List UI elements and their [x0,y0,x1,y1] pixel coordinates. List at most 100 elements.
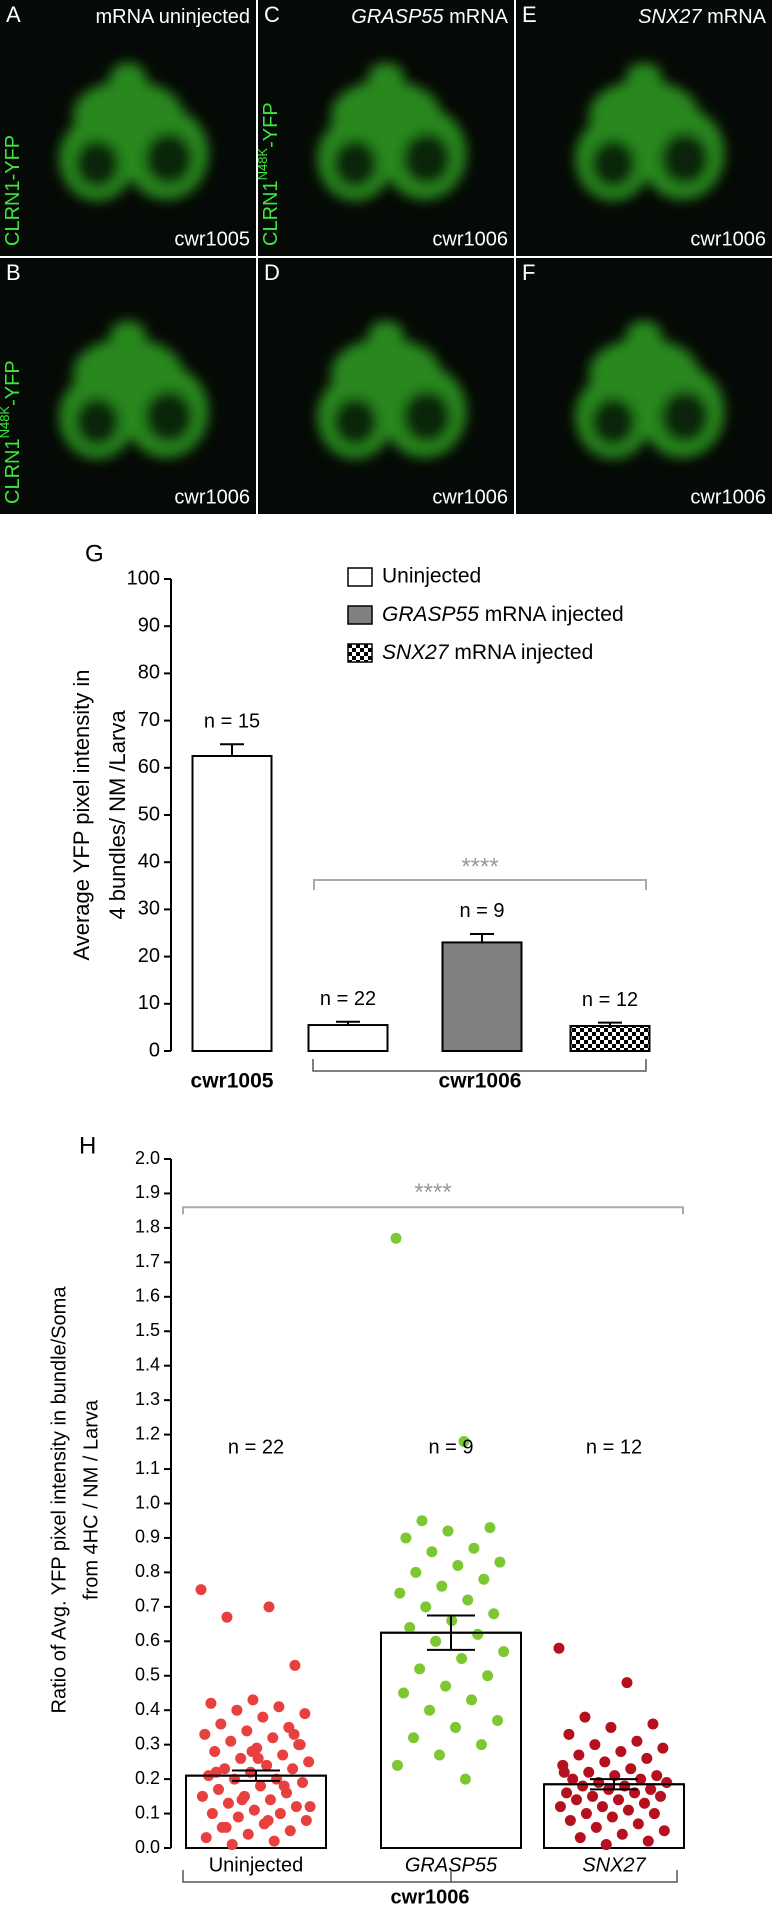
data-point [416,1515,428,1527]
data-point [278,1780,290,1792]
data-point [622,1804,634,1816]
data-point [299,1708,311,1720]
nucleus [75,139,120,188]
y-axis-label: Average YFP pixel intensity in [69,669,94,960]
bar [441,941,523,1052]
cells [575,62,725,201]
y-axis-label: 4 bundles/ NM /Larva [105,710,130,920]
data-point [564,1814,576,1826]
data-point [553,1642,565,1654]
data-point [459,1773,471,1785]
legend-swatch [347,567,373,587]
data-point [642,1835,654,1847]
data-point [247,1694,259,1706]
data-point [391,1759,403,1771]
data-point [645,1783,657,1795]
nucleus [333,139,378,188]
error-bar [220,743,244,756]
data-point [625,1763,637,1775]
data-point [442,1525,454,1537]
data-point [231,1704,243,1716]
cell-glow [589,338,699,409]
data-point [246,1746,258,1758]
data-point [554,1801,566,1813]
significance-bracket [182,1206,684,1215]
y-tick-label: 0 [149,1039,160,1061]
data-point [222,1797,234,1809]
y-tick-label: 1.3 [135,1389,160,1409]
data-point [658,1825,670,1837]
data-point [262,1814,274,1826]
label-part: -YFP [2,360,24,406]
data-point [606,1811,618,1823]
cells [317,62,467,201]
y-axis-label: Ratio of Avg. YFP pixel intensity in bun… [48,1286,70,1714]
y-tick-label: 1.9 [135,1182,160,1202]
panel-title: GRASP55 mRNA [351,6,508,28]
data-point [303,1756,315,1768]
y-tick-label: 90 [138,614,160,636]
label-part: N48K [0,406,12,439]
cells [317,320,467,459]
y-tick-label: 0.7 [135,1596,160,1616]
y-tick-label: 50 [138,803,160,825]
legend-swatch [347,643,373,663]
y-tick-label: 0.3 [135,1733,160,1753]
line-label: cwr1005 [174,228,250,250]
data-point [570,1794,582,1806]
panel-letter: A [6,2,21,27]
nucleus [75,397,120,446]
title-part: mRNA [444,6,509,28]
data-point [615,1746,627,1758]
y-tick-label: 0.5 [135,1665,160,1685]
cell-glow [368,320,404,349]
data-point [456,1653,468,1665]
y-axis-label: from 4HC / NM / Larva [80,1399,102,1600]
data-point [450,1721,462,1733]
label-part: CLRN1-YFP [2,135,24,246]
y-tick-label: 0.8 [135,1561,160,1581]
data-point [199,1728,211,1740]
nucleus [144,132,193,185]
cells [575,320,725,459]
data-point [580,1808,592,1820]
data-point [492,1715,504,1727]
group-bracket [182,1870,678,1883]
y-tick-label: 0.1 [135,1802,160,1822]
n-label: n = 15 [204,710,260,732]
nucleus [591,397,636,446]
y-tick-label: 40 [138,850,160,872]
data-point [468,1542,480,1554]
cell-glow [331,338,441,409]
n-label: n = 9 [459,900,504,922]
cell-glow [589,80,699,151]
n-label: n = 9 [428,1437,473,1459]
bar [307,1024,389,1053]
title-part: SNX27 [638,6,702,28]
data-point [404,1622,416,1634]
data-point [440,1680,452,1692]
data-point [561,1787,573,1799]
data-point [478,1573,490,1585]
y-tick-label: 10 [138,992,160,1014]
data-point [462,1594,474,1606]
significance: **** [414,1179,451,1206]
data-point [221,1611,233,1623]
data-point [577,1780,589,1792]
data-point [274,1808,286,1820]
cells [59,62,209,201]
cell-glow [626,320,662,349]
error-bar [336,1020,360,1026]
line-label: cwr1006 [432,486,508,508]
data-point [284,1825,296,1837]
cell-glow [73,338,183,409]
data-point [263,1601,275,1613]
nucleus [660,390,709,443]
y-tick-label: 20 [138,945,160,967]
line-label: cwr1006 [690,486,766,508]
data-point [567,1773,579,1785]
data-point [257,1711,269,1723]
data-point [219,1763,231,1775]
data-point [657,1742,669,1754]
data-point [494,1556,506,1568]
